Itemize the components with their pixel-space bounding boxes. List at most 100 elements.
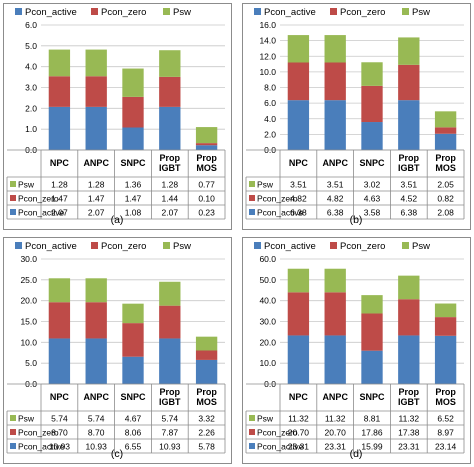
y-tick-label: 15.0	[20, 317, 37, 327]
bar-segment	[287, 268, 310, 293]
legend-swatch	[330, 8, 337, 15]
bar-segment	[287, 62, 310, 101]
legend-swatch	[91, 242, 98, 249]
legend-swatch	[254, 242, 261, 249]
data-label: 8.70	[51, 428, 68, 438]
bar-segment	[324, 62, 346, 101]
data-label: 20.70	[288, 428, 310, 438]
bar-segment	[48, 338, 71, 384]
data-label: 3.58	[364, 208, 381, 218]
legend-swatch	[163, 8, 170, 15]
chart-panel: Pcon_active Pcon_zero Psw0.05.010.015.020.…	[3, 237, 232, 464]
y-tick-label: 5.0	[25, 358, 37, 368]
table-swatch	[249, 429, 255, 435]
bar-segment	[122, 323, 144, 357]
bar-segment	[287, 292, 310, 336]
y-tick-label: 10.0	[259, 358, 276, 368]
data-label: 8.06	[125, 428, 142, 438]
legend-swatch	[402, 8, 409, 15]
data-label: 2.07	[162, 208, 179, 218]
data-label: 10.93	[49, 442, 71, 452]
bar-segment	[361, 350, 383, 384]
bar-segment	[159, 281, 181, 306]
data-label: 0.77	[198, 180, 215, 190]
data-label: 23.31	[398, 442, 420, 452]
bar-segment	[48, 278, 71, 303]
table-swatch	[10, 181, 16, 187]
data-label: 10.93	[159, 442, 181, 452]
bar-segment	[361, 122, 383, 150]
bar-segment	[195, 127, 218, 144]
table-swatch	[249, 443, 255, 449]
x-category-label: Prop MOS	[196, 387, 217, 407]
bar-segment	[48, 106, 71, 150]
bar-segment	[159, 76, 181, 107]
bar-segment	[434, 127, 457, 134]
legend-swatch	[15, 242, 22, 249]
y-tick-label: 20.0	[259, 337, 276, 347]
data-label: 3.51	[290, 180, 307, 190]
table-row-label: Psw	[18, 414, 35, 424]
y-tick-label: 5.0	[25, 41, 37, 51]
bar-segment	[324, 100, 346, 150]
table-swatch	[10, 195, 16, 201]
table-swatch	[249, 415, 255, 421]
data-label: 5.74	[88, 414, 105, 424]
data-label: 15.99	[361, 442, 383, 452]
panel-frame	[3, 237, 232, 464]
data-label: 1.47	[125, 194, 142, 204]
data-label: 10.93	[86, 442, 108, 452]
x-category-label: SNPC	[359, 158, 385, 168]
table-row-label: Pcon_zero	[257, 428, 298, 438]
data-label: 8.81	[364, 414, 381, 424]
bar-segment	[195, 336, 218, 351]
table-swatch	[249, 181, 255, 187]
y-tick-label: 4.0	[264, 114, 276, 124]
table-row-label: Pcon_zero	[257, 194, 298, 204]
bar-segment	[434, 335, 457, 384]
table-swatch	[10, 415, 16, 421]
panel-frame	[242, 237, 471, 464]
bar-segment	[434, 303, 457, 318]
table-row-label: Pcon_zero	[18, 428, 59, 438]
bar-segment	[287, 35, 310, 63]
data-label: 4.67	[125, 414, 142, 424]
data-label: 1.28	[162, 180, 179, 190]
legend-swatch	[402, 242, 409, 249]
bar-segment	[324, 335, 346, 384]
bar-segment	[48, 76, 71, 107]
x-category-label: NPC	[50, 158, 70, 168]
bar-segment	[85, 278, 107, 303]
bar-segment	[195, 143, 218, 146]
x-category-label: NPC	[50, 392, 70, 402]
bar-segment	[85, 76, 107, 107]
x-category-label: Prop IGBT	[159, 387, 181, 407]
data-label: 6.38	[327, 208, 344, 218]
legend-label: Psw	[173, 241, 191, 252]
bar-segment	[122, 303, 144, 324]
legend-swatch	[254, 8, 261, 15]
bar-segment	[398, 100, 420, 150]
data-label: 17.86	[361, 428, 383, 438]
legend-swatch	[330, 242, 337, 249]
data-label: 20.70	[325, 428, 347, 438]
bar-segment	[159, 50, 181, 77]
table-swatch	[10, 429, 16, 435]
x-category-label: Prop IGBT	[398, 153, 420, 173]
bar-segment	[324, 292, 346, 336]
y-tick-label: 50.0	[259, 275, 276, 285]
data-label: 4.82	[327, 194, 344, 204]
x-category-label: Prop IGBT	[159, 153, 181, 173]
y-tick-label: 60.0	[259, 254, 276, 264]
bar-segment	[434, 111, 457, 128]
data-label: 11.32	[325, 414, 346, 424]
y-tick-label: 2.0	[25, 103, 37, 113]
panel-label: (b)	[350, 214, 363, 226]
data-label: 3.32	[198, 414, 215, 424]
table-row-label: Pcon_active	[257, 208, 304, 218]
bar-segment	[287, 335, 310, 384]
x-category-label: SNPC	[359, 392, 385, 402]
data-label: 1.28	[51, 180, 68, 190]
y-tick-label: 10.0	[20, 337, 37, 347]
legend-label: Pcon_active	[264, 7, 316, 18]
